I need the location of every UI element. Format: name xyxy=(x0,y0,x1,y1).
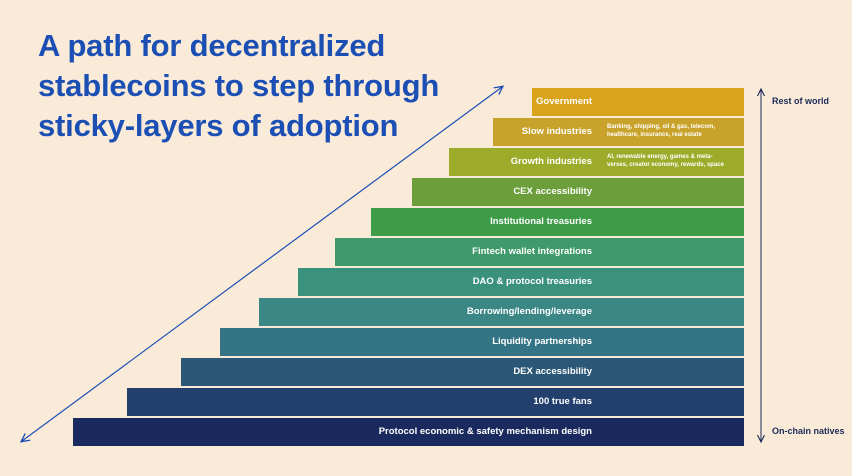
layer-bar: Liquidity partnerships xyxy=(220,328,744,356)
layer-bar: Borrowing/lending/leverage xyxy=(259,298,744,326)
layer-label: Slow industries xyxy=(521,126,592,137)
title-line-1: A path for decentralized xyxy=(38,28,386,63)
label-rest-of-world: Rest of world xyxy=(772,96,830,106)
layer-detail-line: verses, creator economy, rewards, space xyxy=(607,162,724,168)
layer-bar: Protocol economic & safety mechanism des… xyxy=(73,418,744,446)
growth-diagonal-arrow xyxy=(22,87,502,441)
layer-detail-line: Banking, shipping, oil & gas, telecom, xyxy=(607,124,716,130)
layer-label: 100 true fans xyxy=(533,396,592,407)
layer-bar: CEX accessibility xyxy=(412,178,744,206)
layer-label: CEX accessibility xyxy=(513,186,592,197)
layer-bar: DEX accessibility xyxy=(181,358,744,386)
layer-detail: AI, renewable energy, games & meta-verse… xyxy=(607,153,757,169)
layer-label: DAO & protocol treasuries xyxy=(472,276,592,287)
layer-label: DEX accessibility xyxy=(513,366,592,377)
layer-bar: Government xyxy=(532,88,744,116)
layer-detail-line: healthcare, insurance, real estate xyxy=(607,132,702,138)
layer-label: Borrowing/lending/leverage xyxy=(466,306,592,317)
layer-bar: Fintech wallet integrations xyxy=(335,238,744,266)
layer-bar: 100 true fans xyxy=(127,388,744,416)
layer-bar: DAO & protocol treasuries xyxy=(298,268,744,296)
layer-label: Fintech wallet integrations xyxy=(472,246,592,257)
layer-bar: Growth industries AI, renewable energy, g… xyxy=(449,148,744,176)
layer-bar: Institutional treasuries xyxy=(371,208,744,236)
layer-detail-line: AI, renewable energy, games & meta- xyxy=(607,154,713,160)
layer-label: Government xyxy=(536,96,592,107)
layer-label: Growth industries xyxy=(510,156,592,167)
label-on-chain-natives: On-chain natives xyxy=(772,426,845,436)
layer-label: Liquidity partnerships xyxy=(492,336,592,347)
layer-bar: Slow industries Banking, shipping, oil & … xyxy=(493,118,744,146)
layer-label: Protocol economic & safety mechanism des… xyxy=(378,426,592,437)
layer-detail: Banking, shipping, oil & gas, telecom, he… xyxy=(607,123,757,139)
layer-label: Institutional treasuries xyxy=(490,216,592,227)
